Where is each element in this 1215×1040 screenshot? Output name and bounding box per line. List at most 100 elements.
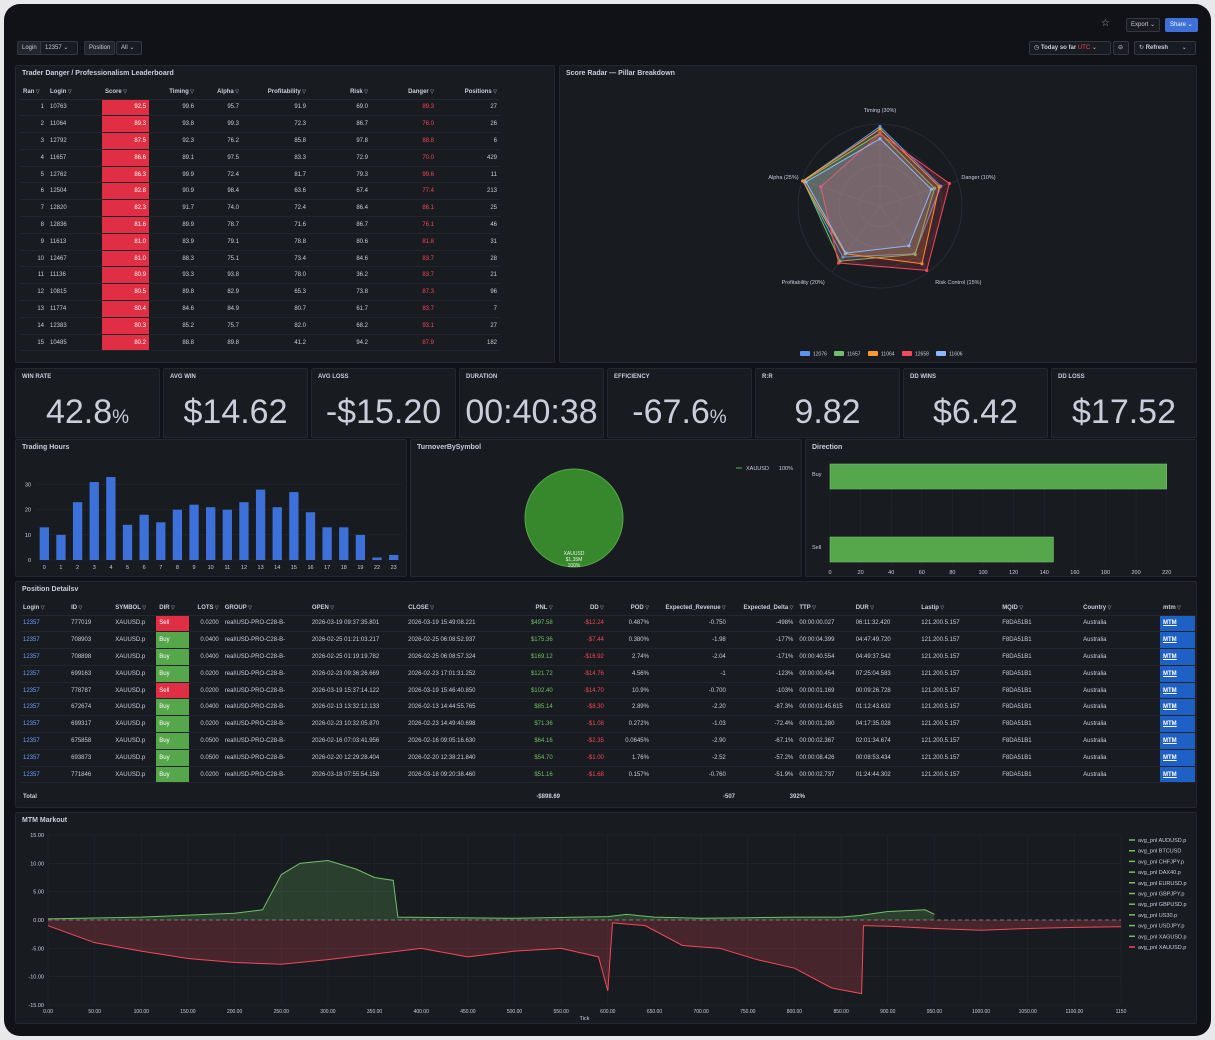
table-row[interactable]: 12357 708903 XAUUSD.p Buy 0.0400 real\USD-PRO… [20, 631, 1195, 650]
column-header[interactable]: PNL [501, 601, 556, 616]
table-row[interactable]: 10 12467 81.0 88.3 75.1 73.4 84.6 83.7 28 [20, 250, 500, 268]
column-header[interactable]: Timing [149, 85, 197, 100]
bar-sell[interactable] [829, 536, 1054, 563]
bar-hour-17[interactable] [322, 527, 332, 560]
bar-hour-12[interactable] [239, 502, 249, 560]
column-header[interactable]: TTP [796, 601, 853, 616]
bar-hour-13[interactable] [255, 489, 266, 560]
column-header[interactable]: Expected_Delta [728, 601, 797, 616]
table-cell[interactable]: MTM [1160, 766, 1195, 784]
table-cell[interactable]: MTM [1160, 665, 1195, 683]
time-range-picker[interactable]: ◷ Today so far UTC ⌄ [1029, 41, 1111, 55]
series-line[interactable] [47, 859, 935, 920]
bar-hour-4[interactable] [106, 477, 116, 560]
table-cell[interactable]: MTM [1160, 648, 1195, 666]
column-header[interactable]: Danger [371, 85, 437, 100]
bar-hour-10[interactable] [206, 507, 216, 560]
table-cell[interactable]: MTM [1160, 615, 1195, 633]
column-header[interactable]: mtm [1160, 601, 1195, 616]
refresh-button[interactable]: ↻ Refresh ⌄ [1134, 41, 1196, 55]
table-cell[interactable]: MTM [1160, 749, 1195, 767]
bar-hour-2[interactable] [72, 502, 83, 560]
bar-hour-6[interactable] [139, 514, 149, 560]
zoom-out-button[interactable]: ⊖ [1113, 41, 1129, 55]
table-cell[interactable]: MTM [1160, 631, 1195, 650]
table-row[interactable]: 4 11657 86.6 89.1 97.5 83.3 72.9 70.0 429 [20, 149, 500, 167]
table-row[interactable]: 12357 675858 XAUUSD.p Buy 0.0500 real\USD-PRO… [20, 732, 1195, 750]
column-header[interactable]: SYMBOL [112, 601, 157, 616]
table-row[interactable]: 15 10485 80.2 88.8 89.8 41.2 94.2 87.9 182 [20, 334, 500, 352]
column-header[interactable]: Risk [309, 85, 371, 100]
column-header[interactable]: Ran [20, 85, 47, 100]
table-row[interactable]: 12357 693873 XAUUSD.p Buy 0.0500 real\USD-PRO… [20, 749, 1195, 767]
table-row[interactable]: 2 11064 89.3 93.8 99.3 72.3 86.7 76.0 26 [20, 115, 500, 134]
table-row[interactable]: 3 12792 87.5 92.3 76.2 85.8 97.8 88.8 6 [20, 132, 500, 150]
column-header[interactable]: MQID [999, 601, 1081, 616]
bar-hour-16[interactable] [305, 512, 316, 560]
column-header[interactable]: DIR [156, 601, 189, 616]
table-row[interactable]: 11 11136 80.9 93.3 93.8 78.0 36.2 83.7 21 [20, 266, 500, 285]
table-cell[interactable]: 12357 [20, 648, 69, 666]
table-cell[interactable]: MTM [1160, 698, 1195, 717]
column-header[interactable]: Lastip [918, 601, 1000, 616]
table-row[interactable]: 12357 672674 XAUUSD.p Buy 0.0400 real\USD-PRO… [20, 698, 1195, 717]
column-header[interactable]: ID [68, 601, 113, 616]
table-cell[interactable]: MTM [1160, 715, 1195, 734]
table-cell[interactable]: 12357 [20, 732, 69, 750]
pie-slice-xauusd[interactable] [524, 468, 624, 568]
column-header[interactable]: POD [606, 601, 652, 616]
table-row[interactable]: 12357 699163 XAUUSD.p Buy 0.0200 real\USD-PRO… [20, 665, 1195, 683]
bar-hour-3[interactable] [89, 482, 99, 560]
column-header[interactable]: Score [102, 85, 149, 100]
table-cell[interactable]: 12357 [20, 698, 69, 717]
table-cell[interactable]: 12357 [20, 715, 69, 734]
column-header[interactable]: DD [555, 601, 607, 616]
table-row[interactable]: 14 12383 80.3 85.2 75.7 82.0 68.2 93.1 27 [20, 317, 500, 335]
column-header[interactable]: Profitability [242, 85, 309, 100]
table-cell[interactable]: 12357 [20, 682, 69, 700]
table-row[interactable]: 6 12504 82.8 90.9 98.4 63.6 67.4 77.4 213 [20, 182, 500, 201]
column-header[interactable]: Country [1080, 601, 1160, 616]
bar-hour-19[interactable] [355, 534, 366, 560]
table-row[interactable]: 12357 771846 XAUUSD.p Buy 0.0200 real\USD-PRO… [20, 766, 1195, 784]
table-row[interactable]: 12 10815 80.5 89.8 82.9 65.3 73.8 87.3 96 [20, 283, 500, 302]
bar-hour-8[interactable] [172, 509, 183, 560]
table-cell[interactable]: 12357 [20, 749, 69, 767]
table-cell[interactable]: 12357 [20, 766, 69, 784]
bar-hour-0[interactable] [39, 527, 49, 560]
table-row[interactable]: 7 12820 82.3 91.7 74.0 72.4 86.4 86.1 25 [20, 199, 500, 218]
position-filter-select[interactable]: All ⌄ [116, 41, 142, 55]
column-header[interactable]: Login [20, 601, 69, 616]
table-cell[interactable]: 12357 [20, 615, 69, 633]
column-header[interactable]: OPEN [308, 601, 406, 616]
table-row[interactable]: 1 10763 92.5 99.6 95.7 91.9 69.0 89.3 27 [20, 99, 500, 117]
table-row[interactable]: 5 12762 86.3 99.9 72.4 81.7 79.3 99.6 11 [20, 166, 500, 184]
column-header[interactable]: GROUP [221, 601, 309, 616]
table-row[interactable]: 12357 778787 XAUUSD.p Sell 0.0200 real\USD-PR… [20, 682, 1195, 700]
bar-hour-18[interactable] [339, 527, 349, 560]
table-cell[interactable]: 12357 [20, 631, 69, 650]
login-filter-select[interactable]: 12357 ⌄ [40, 41, 78, 55]
bar-hour-15[interactable] [289, 492, 299, 560]
column-header[interactable]: Alpha [197, 85, 242, 100]
table-row[interactable]: 9 11613 81.0 83.9 79.1 78.8 80.6 81.8 31 [20, 233, 500, 251]
table-row[interactable]: 12357 777019 XAUUSD.p Sell 0.0200 real\USD-PR… [20, 615, 1195, 633]
bar-hour-11[interactable] [222, 509, 232, 560]
bar-hour-14[interactable] [272, 507, 282, 560]
series-line[interactable] [47, 922, 1122, 995]
table-cell[interactable]: MTM [1160, 682, 1195, 700]
bar-buy[interactable] [829, 463, 1167, 490]
bar-hour-22[interactable] [372, 557, 382, 560]
table-cell[interactable]: 12357 [20, 665, 69, 683]
star-icon[interactable]: ☆ [1101, 18, 1110, 29]
column-header[interactable]: CLOSE [405, 601, 502, 616]
bar-hour-9[interactable] [189, 504, 199, 560]
table-cell[interactable]: MTM [1160, 732, 1195, 750]
bar-hour-1[interactable] [56, 534, 66, 560]
column-header[interactable]: Login [47, 85, 102, 100]
column-header[interactable]: LOTS [189, 601, 222, 616]
table-row[interactable]: 13 11774 80.4 84.6 84.9 80.7 61.7 83.7 7 [20, 300, 500, 318]
share-button[interactable]: Share ⌄ [1165, 18, 1198, 32]
column-header[interactable]: Positions [437, 85, 500, 100]
export-button[interactable]: Export ⌄ [1126, 18, 1161, 32]
